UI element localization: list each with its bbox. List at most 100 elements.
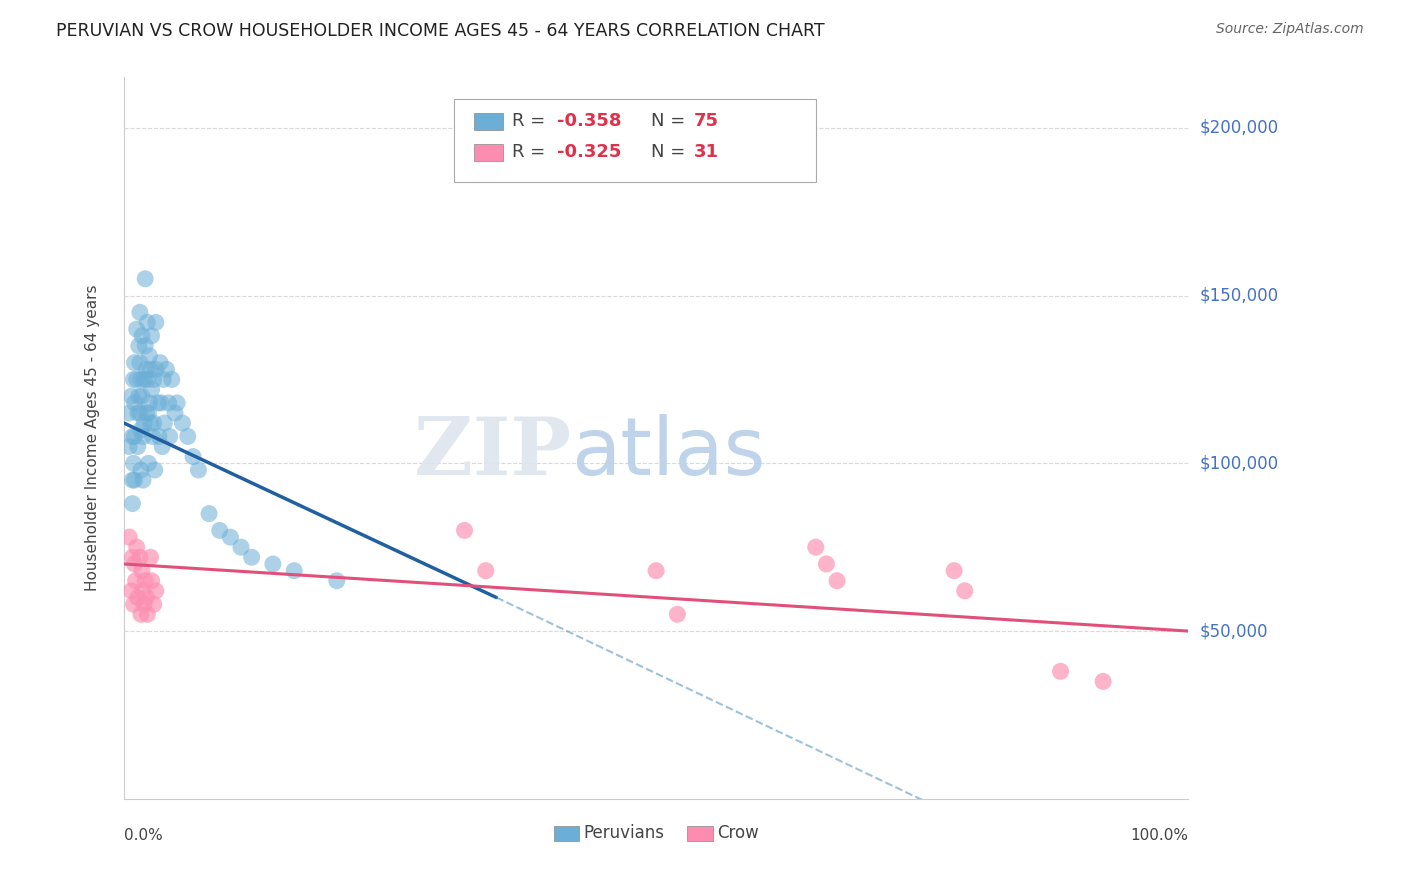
Point: [135, 591, 157, 605]
Point: [187, 463, 209, 477]
Point: [141, 328, 163, 343]
Point: [128, 550, 150, 565]
Point: [122, 597, 145, 611]
Point: [122, 456, 145, 470]
Point: [157, 396, 180, 410]
Point: [142, 372, 165, 386]
Point: [139, 362, 162, 376]
Text: -0.358: -0.358: [557, 112, 621, 130]
Point: [127, 440, 149, 454]
Point: [135, 406, 157, 420]
Point: [129, 423, 152, 437]
Point: [136, 315, 159, 329]
Point: [163, 406, 186, 420]
Point: [124, 429, 146, 443]
Point: [124, 557, 146, 571]
Point: [128, 356, 150, 370]
Point: [141, 574, 163, 588]
Point: [131, 328, 153, 343]
Point: [120, 389, 142, 403]
Text: ZIP: ZIP: [413, 414, 571, 491]
Text: N =: N =: [651, 143, 690, 161]
Point: [155, 362, 177, 376]
Point: [121, 497, 143, 511]
Point: [131, 564, 153, 578]
Point: [134, 574, 156, 588]
Point: [149, 356, 172, 370]
Point: [121, 429, 143, 443]
Point: [198, 507, 221, 521]
Point: [150, 396, 173, 410]
Point: [453, 524, 475, 538]
Point: [124, 473, 146, 487]
Point: [125, 540, 148, 554]
Text: Crow: Crow: [717, 824, 758, 842]
FancyBboxPatch shape: [474, 144, 503, 161]
Point: [127, 591, 149, 605]
Point: [666, 607, 689, 622]
Point: [815, 557, 838, 571]
Text: 0.0%: 0.0%: [124, 828, 163, 843]
Point: [118, 406, 141, 420]
Point: [177, 429, 200, 443]
Point: [121, 550, 143, 565]
Point: [166, 396, 188, 410]
Point: [138, 456, 160, 470]
Point: [128, 339, 150, 353]
Point: [129, 463, 152, 477]
Point: [145, 583, 167, 598]
Text: 100.0%: 100.0%: [1130, 828, 1188, 843]
Point: [138, 349, 160, 363]
Point: [128, 305, 150, 319]
Point: [134, 372, 156, 386]
Point: [943, 564, 966, 578]
Point: [475, 564, 498, 578]
Point: [121, 473, 143, 487]
Point: [141, 383, 163, 397]
Point: [150, 440, 173, 454]
Point: [129, 607, 152, 622]
Point: [172, 416, 194, 430]
Point: [136, 607, 159, 622]
Point: [132, 473, 155, 487]
Text: PERUVIAN VS CROW HOUSEHOLDER INCOME AGES 45 - 64 YEARS CORRELATION CHART: PERUVIAN VS CROW HOUSEHOLDER INCOME AGES…: [56, 22, 825, 40]
Point: [122, 372, 145, 386]
Point: [125, 322, 148, 336]
Point: [146, 396, 169, 410]
Text: $200,000: $200,000: [1199, 119, 1278, 136]
Point: [262, 557, 284, 571]
Point: [208, 524, 231, 538]
Point: [131, 389, 153, 403]
Point: [1049, 665, 1071, 679]
Text: R =: R =: [512, 112, 551, 130]
Point: [134, 272, 156, 286]
Text: 31: 31: [693, 143, 718, 161]
Y-axis label: Householder Income Ages 45 - 64 years: Householder Income Ages 45 - 64 years: [86, 285, 100, 591]
Point: [159, 429, 181, 443]
Point: [145, 315, 167, 329]
Text: Source: ZipAtlas.com: Source: ZipAtlas.com: [1216, 22, 1364, 37]
Point: [124, 574, 146, 588]
Point: [128, 389, 150, 403]
Text: $150,000: $150,000: [1199, 286, 1278, 304]
Point: [142, 597, 165, 611]
Point: [139, 550, 162, 565]
Point: [118, 530, 141, 544]
Point: [326, 574, 349, 588]
Point: [132, 583, 155, 598]
Point: [825, 574, 848, 588]
Text: 75: 75: [693, 112, 718, 130]
Text: $100,000: $100,000: [1199, 454, 1278, 472]
Point: [143, 463, 166, 477]
Point: [134, 416, 156, 430]
Point: [118, 440, 141, 454]
Point: [145, 362, 167, 376]
Point: [181, 450, 204, 464]
Text: -0.325: -0.325: [557, 143, 621, 161]
Point: [219, 530, 242, 544]
FancyBboxPatch shape: [688, 825, 713, 841]
Point: [148, 429, 170, 443]
Point: [804, 540, 827, 554]
Text: atlas: atlas: [571, 414, 765, 491]
Text: $50,000: $50,000: [1199, 622, 1268, 640]
